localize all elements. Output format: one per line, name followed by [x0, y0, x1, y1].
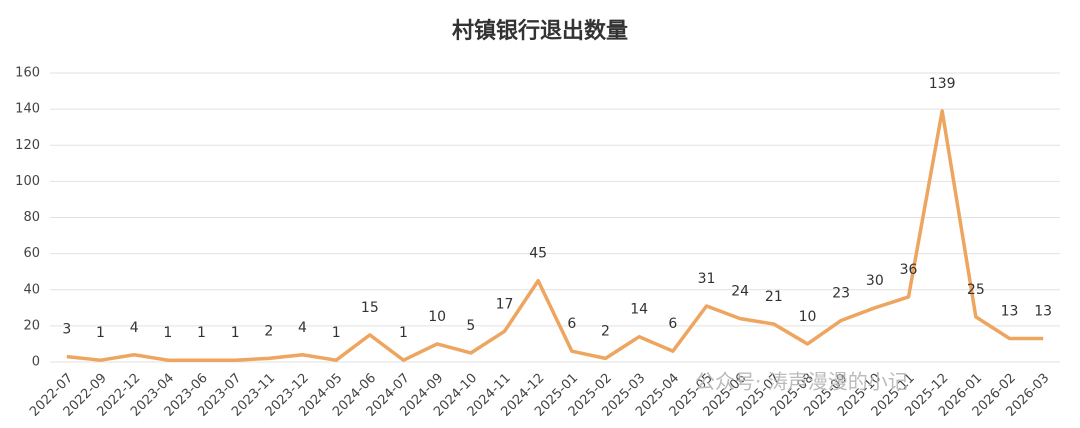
value-label: 21 — [765, 289, 783, 305]
value-label: 13 — [1034, 304, 1052, 320]
y-tick-label: 80 — [23, 210, 40, 225]
y-tick-label: 160 — [15, 66, 40, 81]
y-tick-label: 0 — [32, 355, 40, 370]
value-label: 45 — [529, 246, 547, 262]
y-tick-label: 100 — [15, 174, 40, 189]
value-label: 24 — [731, 284, 749, 300]
value-label: 1 — [96, 325, 105, 341]
value-label: 4 — [130, 320, 139, 336]
value-label: 30 — [866, 273, 884, 289]
value-label: 10 — [428, 309, 446, 325]
y-tick-label: 60 — [23, 246, 40, 261]
value-label: 25 — [967, 282, 985, 298]
value-label: 10 — [799, 309, 817, 325]
value-label: 6 — [567, 316, 576, 332]
value-label: 1 — [197, 325, 206, 341]
value-label: 1 — [231, 325, 240, 341]
value-label: 5 — [466, 318, 475, 334]
value-label: 15 — [361, 300, 379, 316]
value-label: 31 — [698, 271, 716, 287]
y-tick-label: 140 — [15, 102, 40, 117]
value-label: 17 — [496, 296, 514, 312]
value-label: 4 — [298, 320, 307, 336]
value-label: 6 — [668, 316, 677, 332]
y-tick-label: 20 — [23, 318, 40, 333]
value-label: 36 — [900, 262, 918, 278]
value-label: 13 — [1001, 304, 1019, 320]
line — [66, 109, 1044, 362]
value-label: 139 — [929, 76, 956, 92]
value-label: 1 — [163, 325, 172, 341]
value-label: 2 — [264, 323, 273, 339]
value-label: 1 — [332, 325, 341, 341]
value-label: 23 — [832, 285, 850, 301]
y-tick-label: 120 — [15, 138, 40, 153]
y-tick-label: 40 — [23, 282, 40, 297]
watermark: 公众号· 涛声漫漫的小记 — [695, 370, 908, 394]
chart-title: 村镇银行退出数量 — [452, 18, 628, 44]
value-label: 14 — [630, 302, 648, 318]
value-label: 1 — [399, 325, 408, 341]
value-label: 3 — [62, 322, 71, 338]
value-label: 2 — [601, 323, 610, 339]
